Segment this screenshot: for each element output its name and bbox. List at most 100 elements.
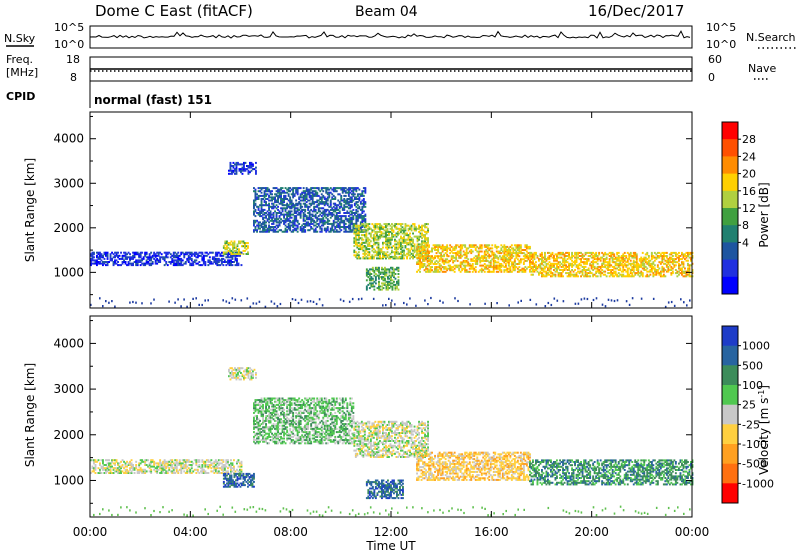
heatmap-cell: [290, 205, 293, 208]
heatmap-cell: [124, 472, 127, 474]
heatmap-cell: [607, 269, 610, 271]
heatmap-cell: [504, 266, 507, 269]
heatmap-cell: [489, 264, 492, 267]
y-tick-label: 3000: [53, 176, 84, 190]
heatmap-cell: [643, 269, 646, 271]
heatmap-cell: [527, 258, 530, 261]
noise-cell: [409, 297, 411, 300]
heatmap-cell: [287, 219, 290, 222]
heatmap-cell: [420, 263, 423, 265]
heatmap-cell: [201, 264, 204, 267]
heatmap-cell: [483, 252, 486, 255]
heatmap-cell: [274, 226, 276, 228]
heatmap-cell: [571, 253, 573, 256]
heatmap-cell: [268, 204, 270, 207]
heatmap-cell: [427, 229, 429, 232]
heatmap-cell: [535, 261, 537, 264]
heatmap-cell: [243, 161, 245, 164]
heatmap-cell: [601, 265, 604, 268]
heatmap-cell: [565, 265, 567, 268]
heatmap-cell: [310, 216, 313, 219]
heatmap-cell: [102, 256, 104, 259]
heatmap-cell: [265, 187, 267, 190]
heatmap-cell: [482, 259, 485, 262]
heatmap-cell: [604, 270, 607, 273]
heatmap-cell: [412, 249, 414, 252]
heatmap-cell: [310, 213, 313, 216]
heatmap-cell: [257, 208, 260, 211]
heatmap-cell: [551, 265, 554, 268]
heatmap-cell: [497, 264, 500, 267]
heatmap-cell: [320, 212, 323, 214]
heatmap-cell: [428, 255, 430, 258]
heatmap-cell: [620, 262, 623, 265]
heatmap-cell: [422, 255, 424, 258]
heatmap-cell: [419, 270, 421, 273]
heatmap-cell: [506, 258, 509, 261]
heatmap-cell: [673, 265, 676, 268]
heatmap-cell: [130, 462, 133, 465]
heatmap-cell: [587, 258, 590, 261]
heatmap-cell: [99, 257, 101, 260]
noise-cell: [406, 303, 408, 306]
heatmap-cell: [360, 237, 363, 240]
heatmap-cell: [509, 267, 512, 270]
heatmap-cell: [283, 207, 285, 210]
heatmap-cell: [416, 247, 418, 250]
heatmap-cell: [322, 190, 325, 193]
heatmap-cell: [298, 187, 301, 190]
heatmap-cell: [338, 227, 341, 230]
heatmap-cell: [372, 257, 375, 260]
heatmap-cell: [359, 227, 362, 230]
heatmap-cell: [287, 218, 290, 221]
heatmap-cell: [344, 201, 347, 204]
heatmap-cell: [354, 251, 357, 254]
heatmap-cell: [632, 256, 635, 259]
heatmap-cell: [679, 264, 682, 267]
heatmap-cell: [381, 277, 383, 280]
heatmap-cell: [338, 207, 341, 210]
heatmap-cell: [386, 255, 389, 258]
heatmap-cell: [340, 188, 343, 191]
heatmap-cell: [384, 273, 386, 275]
heatmap-cell: [292, 194, 295, 197]
heatmap-cell: [213, 256, 216, 259]
heatmap-cell: [242, 240, 245, 243]
heatmap-cell: [335, 204, 338, 207]
heatmap-cell: [470, 264, 473, 267]
heatmap-cell: [422, 256, 424, 259]
heatmap-cell: [195, 259, 198, 262]
heatmap-cell: [655, 258, 658, 261]
heatmap-cell: [153, 253, 156, 256]
heatmap-cell: [376, 226, 378, 229]
heatmap-cell: [620, 275, 623, 278]
heatmap-cell: [605, 256, 608, 259]
heatmap-cell: [443, 255, 446, 258]
heatmap-cell: [488, 244, 491, 247]
heatmap-cell: [132, 464, 134, 466]
heatmap-cell: [235, 161, 238, 164]
heatmap-cell: [310, 204, 313, 207]
noise-cell: [309, 300, 312, 303]
heatmap-cell: [311, 194, 314, 197]
heatmap-cell: [434, 245, 436, 248]
heatmap-cell: [419, 235, 422, 238]
heatmap-cell: [331, 227, 334, 230]
heatmap-cell: [635, 272, 638, 275]
heatmap-cell: [623, 255, 626, 257]
heatmap-cell: [234, 259, 237, 262]
heatmap-cell: [379, 227, 381, 230]
heatmap-cell: [298, 208, 301, 211]
heatmap-cell: [310, 198, 313, 200]
noise-cell: [664, 305, 667, 308]
heatmap-cell: [103, 472, 106, 474]
heatmap-cell: [406, 257, 408, 260]
heatmap-cell: [480, 259, 483, 262]
heatmap-cell: [262, 229, 264, 232]
heatmap-cell: [229, 243, 231, 246]
heatmap-cell: [272, 196, 275, 199]
heatmap-cell: [355, 227, 358, 230]
heatmap-cell: [356, 215, 359, 218]
heatmap-cell: [678, 265, 680, 268]
heatmap-cell: [361, 212, 364, 214]
